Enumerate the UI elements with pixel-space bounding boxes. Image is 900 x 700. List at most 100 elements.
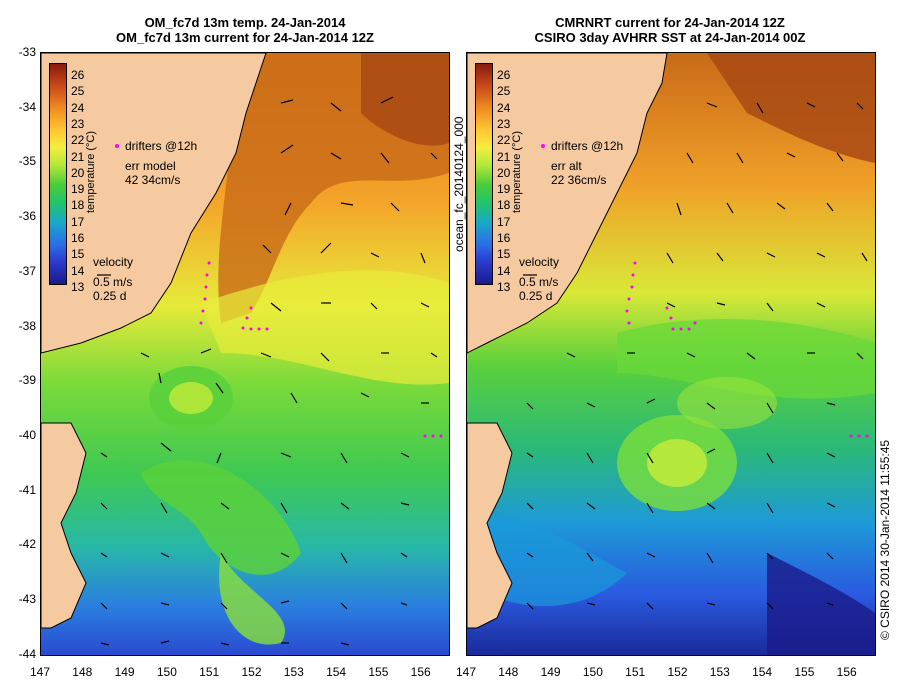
colorbar-tick-label: 26: [71, 68, 85, 82]
colorbar-tick-label: 14: [497, 263, 511, 278]
colorbar-tick-label: 17: [71, 214, 85, 229]
drifter-tracks: [115, 144, 443, 438]
colorbar-tick-label: 20: [497, 165, 511, 180]
colorbar-tick-label: 15: [71, 247, 85, 262]
model-temperature-map[interactable]: 26 25 24 23 22 21 20 19 18 17 16 15 14 13 temperature…: [40, 52, 450, 656]
drifters-label: drifters @12h: [551, 139, 624, 153]
lon-tick-label: 151: [199, 665, 220, 679]
colorbar-tick-label: 21: [71, 149, 85, 164]
colorbar-tick-label: 25: [497, 84, 511, 99]
cool-water: [487, 513, 627, 607]
colorbar-tick-label: 23: [497, 116, 511, 131]
colorbar-tick-label: 14: [71, 263, 85, 278]
lon-tick-label: 148: [72, 665, 93, 679]
temperature-colorbar: [49, 63, 67, 285]
colorbar-tick-label: 23: [71, 116, 85, 131]
lon-tick-label: 148: [498, 665, 519, 679]
drifter-legend-dot: [541, 144, 545, 148]
error-value: 22 36cm/s: [551, 173, 607, 187]
tasmania: [41, 422, 87, 629]
left-map-title: OM_fc7d 13m temp. 24-Jan-2014 OM_fc7d 13…: [40, 15, 450, 45]
right-map-title: CMRNRT current for 24-Jan-2014 12Z CSIRO…: [465, 15, 875, 45]
lon-tick-label: 152: [667, 665, 688, 679]
drifters-label: drifters @12h: [125, 139, 198, 153]
drifter-tracks: [541, 144, 869, 438]
lon-tick-label: 154: [326, 665, 347, 679]
lat-tick-label: -35: [18, 154, 36, 169]
lon-tick-label: 156: [410, 665, 431, 679]
lon-tick-label: 149: [540, 665, 561, 679]
temperature-colorbar: [475, 63, 493, 285]
lon-tick-label: 156: [836, 665, 857, 679]
colorbar-tick-label: 18: [497, 198, 511, 213]
colorbar-tick-label: 21: [497, 149, 511, 164]
eddy-2: [677, 377, 777, 429]
lon-tick-label: 150: [156, 665, 177, 679]
lat-tick-label: -43: [18, 592, 36, 606]
lon-tick-label: 149: [114, 665, 135, 679]
error-label: err model: [125, 159, 176, 173]
colorbar-tick-label: 22: [71, 133, 85, 148]
lon-tick-label: 147: [455, 665, 477, 679]
australia-mainland: [41, 53, 267, 354]
colorbar-title: temperature (°C): [85, 130, 97, 213]
lat-tick-label: -42: [18, 537, 36, 552]
eddy-1-core: [169, 382, 213, 414]
colorbar-tick-label: 25: [71, 84, 85, 99]
colorbar-tick-label: 16: [497, 231, 511, 245]
lat-tick-label: -34: [18, 99, 36, 114]
satellite-sst-map[interactable]: 26 25 24 23 22 21 20 19 18 17 16 15 14 13 temperature…: [466, 52, 876, 656]
velocity-title: velocity: [519, 255, 560, 269]
lon-tick-label: 153: [709, 665, 730, 679]
model-map-canvas: [41, 53, 449, 655]
colorbar-tick-label: 24: [71, 100, 85, 115]
colorbar-tick-label: 22: [497, 133, 511, 148]
right-title-line1: CMRNRT current for 24-Jan-2014 12Z: [555, 15, 785, 30]
lon-tick-label: 147: [29, 665, 51, 679]
drifter-legend-dot: [115, 144, 119, 148]
deep-cold: [767, 553, 875, 655]
lat-tick-label: -37: [18, 263, 36, 278]
lat-tick-label: -36: [18, 209, 36, 224]
current-vectors: [523, 102, 868, 610]
lon-tick-label: 151: [625, 665, 646, 679]
warmest-core: [361, 53, 449, 146]
lon-tick-label: 150: [582, 665, 603, 679]
green-band: [617, 319, 875, 399]
colorbar-tick-label: 16: [71, 231, 85, 245]
velocity-scale: 0.5 m/s: [93, 275, 133, 289]
colorbar-tick-label: 26: [497, 68, 511, 82]
lon-tick-label: 155: [368, 665, 389, 679]
error-value: 42 34cm/s: [125, 173, 181, 187]
lat-tick-label: -33: [18, 45, 36, 59]
velocity-scale: 0.5 m/s: [519, 275, 559, 289]
lon-tick-label: 154: [752, 665, 773, 679]
colorbar-tick-label: 19: [71, 182, 85, 197]
copyright-timestamp: © CSIRO 2014 30-Jan-2014 11:55:45: [878, 439, 892, 640]
lat-tick-label: -39: [18, 373, 36, 388]
left-title-line2: OM_fc7d 13m current for 24-Jan-2014 12Z: [116, 30, 374, 45]
lat-tick-label: -40: [18, 427, 36, 442]
lon-tick-label: 155: [794, 665, 815, 679]
colorbar-tick-label: 19: [497, 182, 511, 197]
colorbar-tick-label: 20: [71, 165, 85, 180]
colorbar-tick-label: 13: [71, 279, 85, 294]
satellite-map-canvas: [467, 53, 875, 655]
colorbar-tick-label: 17: [497, 214, 511, 229]
left-title-line1: OM_fc7d 13m temp. 24-Jan-2014: [144, 15, 346, 30]
lon-tick-label: 153: [283, 665, 304, 679]
colorbar-title: temperature (°C): [511, 130, 523, 213]
right-title-line2: CSIRO 3day AVHRR SST at 24-Jan-2014 00Z: [534, 30, 806, 45]
tasmania: [467, 422, 513, 629]
colorbar-tick-label: 24: [497, 100, 511, 115]
colorbar-tick-label: 13: [497, 279, 511, 294]
forecast-id-label: ocean_fc_20140124_000: [452, 116, 466, 252]
green-filament-2: [219, 553, 286, 645]
colorbar-tick-label: 15: [497, 247, 511, 262]
warm-core: [707, 53, 875, 163]
current-vectors: [97, 96, 438, 646]
velocity-title: velocity: [93, 255, 134, 269]
australia-mainland: [467, 53, 668, 354]
lat-tick-label: -41: [18, 482, 36, 497]
lat-tick-label: -44: [18, 646, 36, 661]
